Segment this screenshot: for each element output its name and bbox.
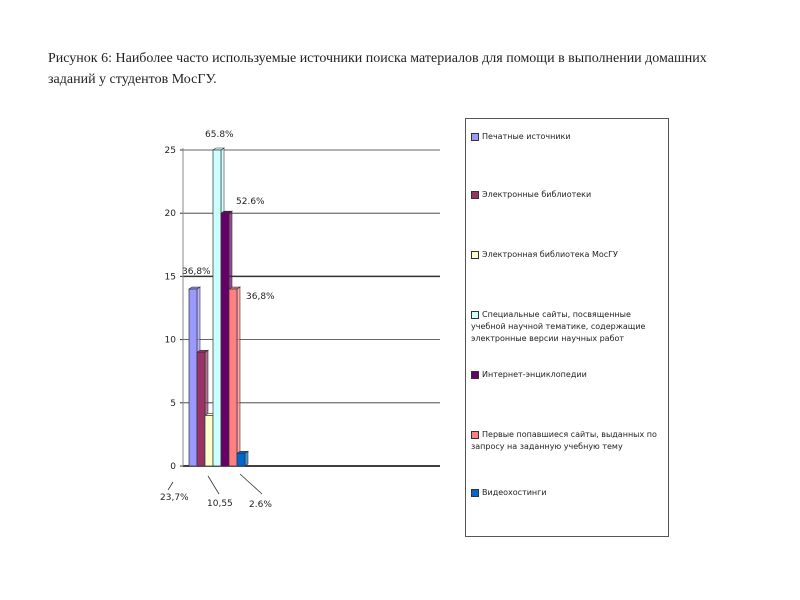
bar	[220, 212, 230, 467]
y-tick-label: 20	[165, 209, 177, 219]
legend-swatch	[471, 430, 479, 439]
legend-swatch	[471, 190, 479, 199]
legend-label: Электронные библиотеки	[482, 190, 592, 199]
legend-label: Печатные источники	[482, 132, 571, 141]
legend-label: Электронная библиотека МосГУ	[482, 250, 618, 259]
leader-line	[207, 475, 220, 495]
data-label: 23,7%	[160, 493, 189, 503]
data-label: 52.6%	[236, 197, 265, 207]
chart-legend: Печатные источники Электронные библиотеки…	[465, 118, 669, 537]
legend-swatch	[471, 310, 479, 319]
bar-side	[236, 286, 241, 467]
bar	[236, 453, 246, 467]
data-label: 65.8%	[205, 130, 234, 140]
data-label: 36,8%	[246, 292, 275, 302]
data-label: 10,55	[207, 499, 233, 509]
bar	[204, 415, 214, 467]
leader-line	[239, 473, 263, 495]
legend-label: Интернет-энциклопедии	[482, 370, 587, 379]
legend-label: Первые попавшиеся сайты, выданных по зап…	[471, 430, 657, 451]
y-tick-label: 10	[165, 336, 177, 346]
legend-item: Печатные источники	[471, 131, 666, 143]
data-label: 36,8%	[182, 267, 211, 277]
y-tick-label: 5	[170, 399, 176, 409]
legend-swatch	[471, 488, 479, 497]
legend-item: Электронная библиотека МосГУ	[471, 249, 666, 261]
y-tick-label: 25	[165, 146, 176, 156]
legend-label: Специальные сайты, посвященные учебной н…	[471, 310, 646, 343]
bar	[196, 351, 206, 467]
legend-label: Видеохостинги	[482, 488, 547, 497]
leader-line	[167, 481, 174, 491]
legend-swatch	[471, 132, 479, 141]
legend-item: Первые попавшиеся сайты, выданных по зап…	[471, 429, 666, 453]
y-tick-label: 15	[165, 272, 176, 282]
legend-item: Видеохостинги	[471, 487, 666, 499]
figure-caption: Рисунок 6: Наиболее часто используемые и…	[48, 51, 707, 87]
bar	[228, 288, 238, 467]
legend-item: Специальные сайты, посвященные учебной н…	[471, 309, 666, 345]
legend-item: Интернет-энциклопедии	[471, 369, 666, 381]
bar	[188, 288, 198, 467]
legend-swatch	[471, 250, 479, 259]
y-tick-label: 0	[170, 462, 176, 472]
legend-item: Электронные библиотеки	[471, 189, 666, 201]
legend-swatch	[471, 370, 479, 379]
bar-side	[244, 450, 249, 467]
data-label: 2.6%	[249, 500, 272, 510]
bar	[212, 149, 222, 467]
